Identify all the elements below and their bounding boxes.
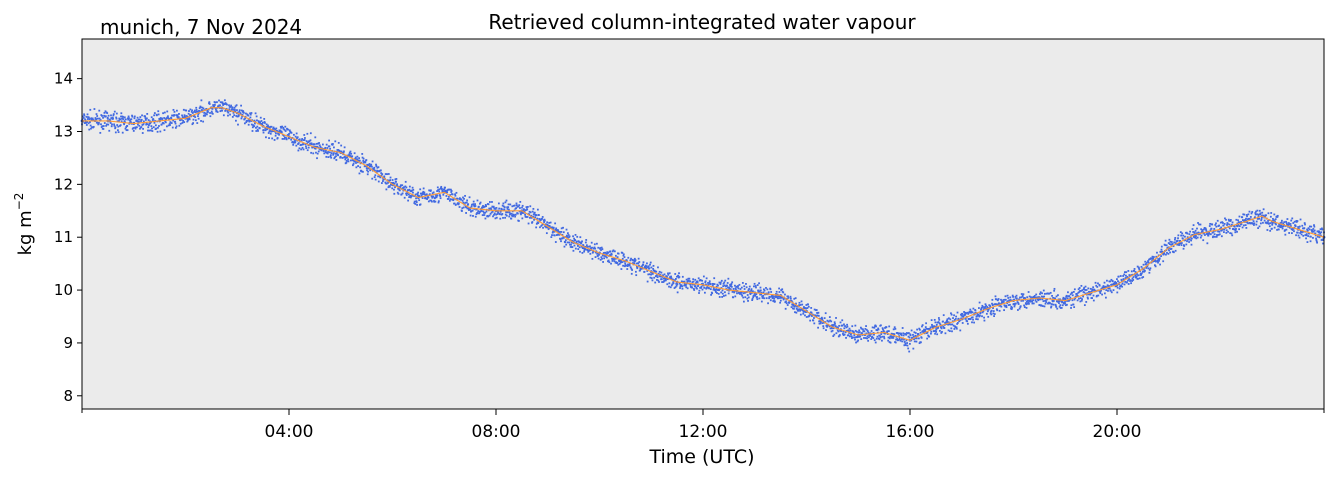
x-tick-label: 08:00 bbox=[472, 422, 521, 442]
y-tick-label: 12 bbox=[54, 175, 73, 193]
y-tick-label: 10 bbox=[54, 281, 73, 299]
smoothed-line-series bbox=[82, 107, 1325, 341]
x-tick-label: 12:00 bbox=[679, 422, 728, 442]
y-tick-label: 14 bbox=[54, 70, 73, 88]
x-axis-label: Time (UTC) bbox=[648, 446, 754, 468]
plot-area bbox=[82, 39, 1324, 409]
chart-title: Retrieved column-integrated water vapour bbox=[488, 10, 916, 34]
y-tick-label: 8 bbox=[63, 387, 73, 405]
y-tick-label: 9 bbox=[63, 334, 73, 352]
x-axis: 04:00 08:00 12:00 16:00 20:00 bbox=[81, 409, 1325, 442]
x-tick-label: 16:00 bbox=[886, 422, 935, 442]
smoothed-line bbox=[82, 107, 1325, 341]
y-axis-label: kg m−2 bbox=[12, 193, 36, 256]
x-tick-label: 20:00 bbox=[1093, 422, 1142, 442]
y-axis: 8 9 10 11 12 13 14 bbox=[54, 70, 82, 405]
y-tick-label: 11 bbox=[54, 228, 73, 246]
y-tick-label: 13 bbox=[54, 123, 73, 141]
x-tick-label: 04:00 bbox=[265, 422, 314, 442]
location-date-label: munich, 7 Nov 2024 bbox=[100, 15, 302, 39]
